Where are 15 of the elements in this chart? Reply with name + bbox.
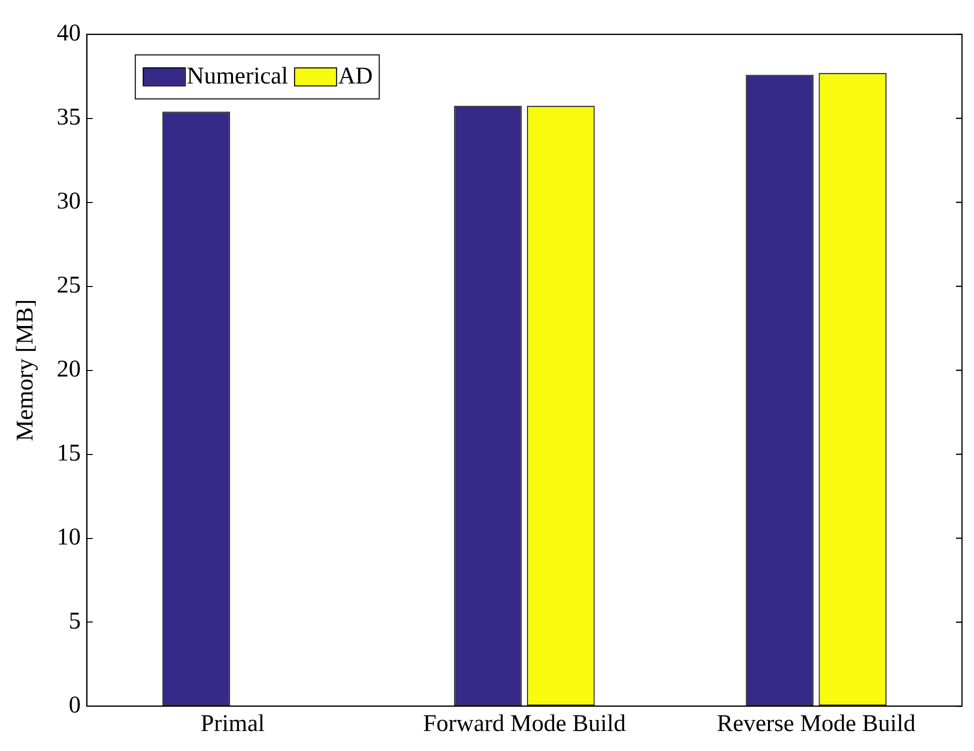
y-tick-label: 35 (56, 104, 81, 131)
y-tick-label: 15 (56, 440, 81, 467)
legend-label: Numerical (186, 64, 288, 90)
y-axis-title: Memory [MB] (12, 299, 39, 442)
y-tick-label: 30 (56, 188, 81, 215)
y-tick-label: 25 (56, 272, 81, 299)
y-tick-label: 20 (56, 356, 81, 383)
legend-label: AD (338, 64, 373, 90)
y-tick-label: 0 (68, 692, 81, 718)
x-tick-label: Primal (200, 710, 265, 737)
y-tick-label: 5 (68, 608, 81, 635)
x-tick-label: Reverse Mode Build (716, 710, 916, 737)
x-tick-label: Forward Mode Build (423, 710, 626, 737)
y-tick-label: 40 (56, 20, 81, 47)
y-tick-label: 10 (56, 524, 81, 551)
